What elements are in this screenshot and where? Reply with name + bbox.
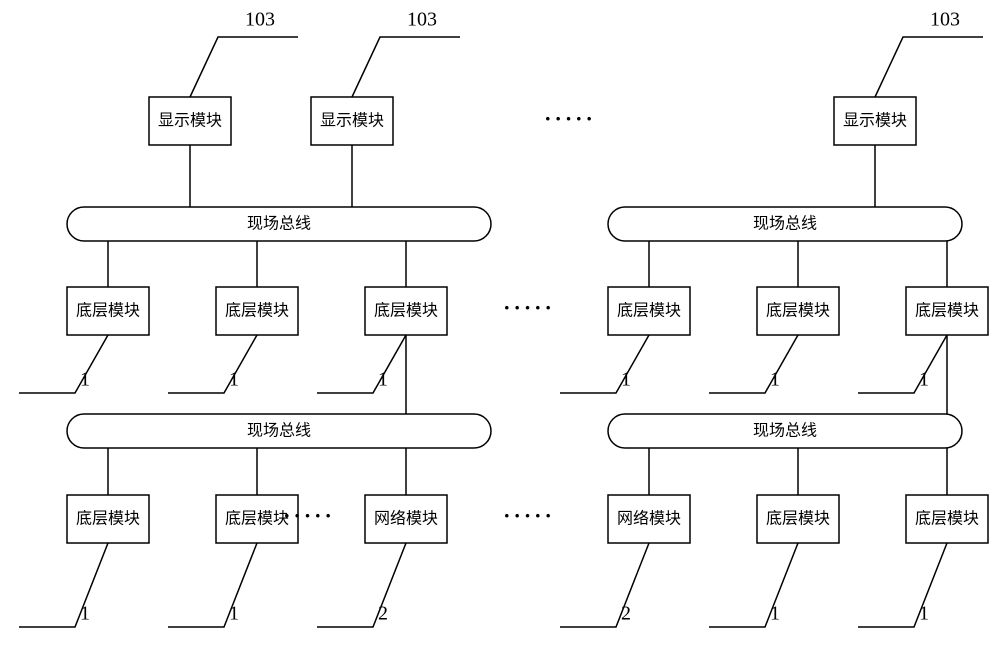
connector-line (858, 335, 947, 393)
bottom-module-box (67, 287, 149, 335)
bottom-module-box (216, 287, 298, 335)
diagram-text: ····· (503, 295, 555, 320)
connector-line (317, 543, 406, 627)
fieldbus-node (67, 414, 491, 448)
diagram-text: 1 (80, 369, 90, 391)
display-module-box (149, 97, 231, 145)
network-module-box (608, 495, 690, 543)
connector-line (875, 37, 983, 97)
diagram-text: 1 (80, 603, 90, 625)
diagram-text: ····· (503, 503, 555, 528)
diagram-text: 1 (919, 369, 929, 391)
connector-line (168, 543, 257, 627)
connector-line (19, 543, 108, 627)
bottom-module-box (757, 495, 839, 543)
fieldbus-node (608, 207, 962, 241)
bottom-module-box (67, 495, 149, 543)
connector-line (858, 543, 947, 627)
diagram-text: 2 (378, 603, 388, 625)
network-module-box (365, 495, 447, 543)
fieldbus-node (608, 414, 962, 448)
diagram-text: 1 (770, 369, 780, 391)
diagram-text: 103 (407, 9, 437, 31)
bottom-module-box (757, 287, 839, 335)
diagram-text: 1 (229, 603, 239, 625)
connector-line (709, 543, 798, 627)
diagram-text: ····· (544, 106, 596, 131)
connector-line (317, 335, 406, 393)
diagram-text: 2 (621, 603, 631, 625)
diagram-text: 1 (919, 603, 929, 625)
display-module-box (834, 97, 916, 145)
bottom-module-box (365, 287, 447, 335)
diagram-text: 1 (621, 369, 631, 391)
connector-line (560, 543, 649, 627)
diagram-text: 103 (245, 9, 275, 31)
connector-line (352, 37, 460, 97)
fieldbus-node (67, 207, 491, 241)
diagram-text: 1 (229, 369, 239, 391)
bottom-module-box (906, 287, 988, 335)
connector-line (19, 335, 108, 393)
connector-line (709, 335, 798, 393)
connector-line (190, 37, 298, 97)
diagram-text: 1 (770, 603, 780, 625)
bottom-module-box (906, 495, 988, 543)
connector-line (168, 335, 257, 393)
diagram-text: 103 (930, 9, 960, 31)
diagram-text: ····· (283, 503, 335, 528)
diagram-text: 1 (378, 369, 388, 391)
bottom-module-box (608, 287, 690, 335)
display-module-box (311, 97, 393, 145)
connector-line (560, 335, 649, 393)
